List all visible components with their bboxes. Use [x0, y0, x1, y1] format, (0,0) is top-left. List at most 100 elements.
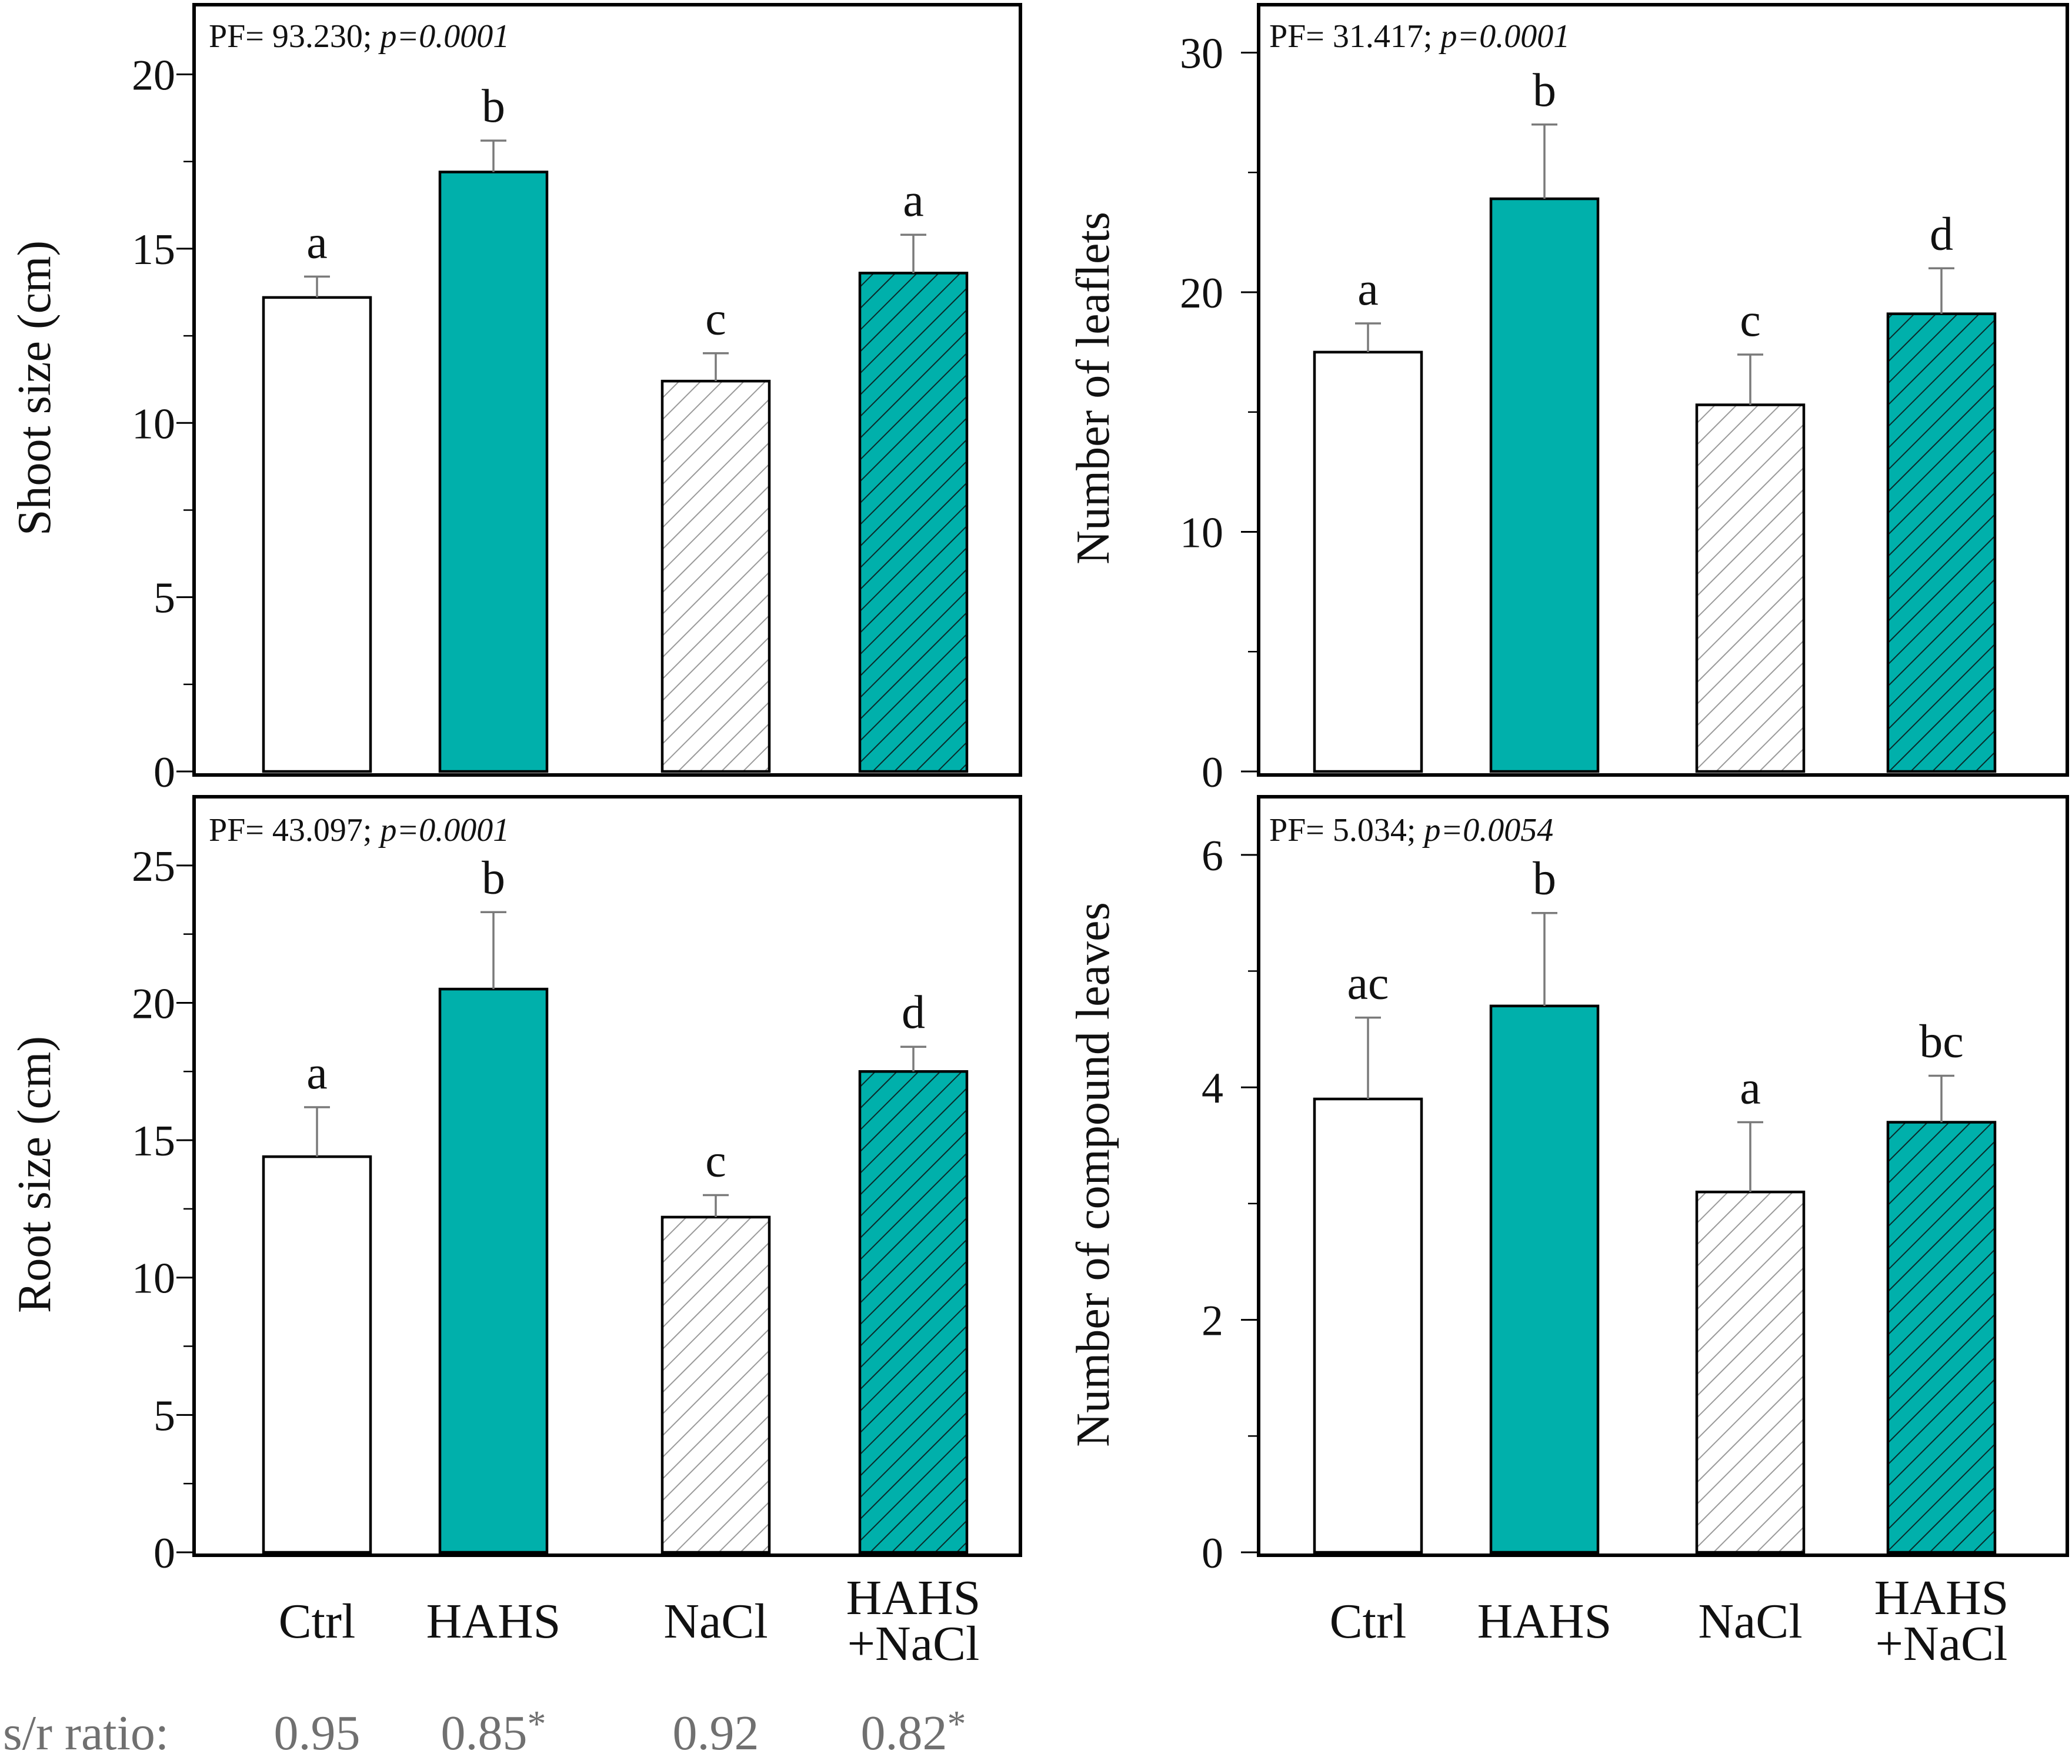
bar-ctrl [263, 1157, 371, 1552]
significance-letter: a [1357, 263, 1379, 315]
bar-hahs [440, 989, 547, 1552]
bar-hahs [1491, 199, 1598, 771]
bar-ctrl [1314, 1099, 1422, 1552]
shoot-root-ratio-row: s/r ratio: 0.95 0.85* 0.92 0.82* [3, 1703, 966, 1760]
y-axis-title: Root size (cm) [9, 1036, 61, 1313]
significance-letter: b [482, 81, 505, 132]
y-tick-label: 0 [154, 1529, 175, 1578]
stat-annotation: PF= 43.097; p=0.0001 [209, 812, 509, 848]
chart-panel-bottom-left: 0 5 10 15 20 25 Root size (cm) PF= 43.097; p=0.… [9, 795, 1022, 1578]
y-tick-label: 0 [1202, 1529, 1223, 1578]
plot-frame [192, 3, 1022, 777]
y-tick-label: 5 [154, 574, 175, 623]
bar-ctrl [1314, 352, 1422, 771]
ratio-significance-mark: * [528, 1703, 546, 1745]
bar-hahs-nacl [1888, 313, 1995, 771]
y-tick-label: 15 [132, 226, 175, 274]
stat-annotation: PF= 93.230; p=0.0001 [209, 18, 509, 55]
y-tick-label: 5 [154, 1392, 175, 1440]
bar-hahs-nacl [860, 1071, 967, 1552]
y-tick-label: 20 [132, 52, 175, 100]
bar-hahs [440, 172, 547, 771]
chart-panel-bottom-right: 0 2 4 6 Number of compound leaves PF= 5.034; … [1067, 795, 2069, 1578]
significance-letter: a [306, 216, 328, 268]
bar-hahs-nacl [860, 273, 967, 771]
stat-annotation: PF= 31.417; p=0.0001 [1269, 18, 1570, 55]
plot-frame [192, 795, 1022, 1557]
ratio-value: 0.82* [861, 1703, 966, 1760]
y-tick-label: 10 [132, 1255, 175, 1303]
significance-letter: b [482, 852, 505, 904]
y-tick-label: 2 [1202, 1297, 1223, 1345]
significance-letter: bc [1919, 1015, 1964, 1067]
x-category-label: Ctrl [279, 1594, 356, 1649]
significance-letter: c [705, 293, 726, 345]
stat-f-value: PF= 43.097; [209, 812, 380, 848]
x-category-label: HAHS [426, 1594, 561, 1649]
x-category-label: NaCl [1698, 1594, 1802, 1649]
y-axis-title: Shoot size (cm) [9, 240, 61, 536]
bar-nacl [662, 381, 769, 771]
bar-nacl [1697, 1192, 1804, 1552]
bar-nacl [662, 1217, 769, 1552]
significance-letter: b [1533, 65, 1556, 116]
x-category-label: +NaCl [1876, 1616, 2008, 1671]
significance-letter: a [306, 1047, 328, 1099]
y-tick-label: 25 [132, 843, 175, 891]
ratio-value: 0.85* [441, 1703, 546, 1760]
y-axis-title: Number of leaflets [1067, 212, 1119, 564]
significance-letter: b [1533, 853, 1556, 905]
stat-p-value: p=0.0001 [378, 812, 509, 848]
stat-p-value: p=0.0054 [1422, 812, 1553, 848]
significance-letter: a [1740, 1063, 1761, 1114]
y-tick-label: 0 [154, 749, 175, 797]
ratio-value: 0.92 [673, 1706, 759, 1760]
plot-frame [1257, 795, 2069, 1557]
y-tick-label: 30 [1180, 30, 1223, 78]
significance-letter: c [705, 1135, 726, 1187]
y-tick-label: 6 [1202, 832, 1223, 880]
stat-p-value: p=0.0001 [1438, 18, 1570, 55]
x-category-label: NaCl [663, 1594, 768, 1649]
ratio-number: 0.82 [861, 1706, 947, 1760]
plot-frame [1257, 3, 2069, 777]
significance-letter: d [1930, 208, 1953, 260]
ratio-significance-mark: * [947, 1703, 966, 1745]
x-category-label: Ctrl [1330, 1594, 1407, 1649]
y-tick-label: 0 [1202, 749, 1223, 797]
bar-hahs-nacl [1888, 1122, 1995, 1552]
ratio-number: 0.95 [274, 1706, 361, 1760]
bar-hahs [1491, 1005, 1598, 1552]
ratio-number: 0.85 [441, 1706, 528, 1760]
y-tick-label: 15 [132, 1117, 175, 1165]
significance-letter: ac [1347, 958, 1389, 1010]
chart-panel-top-left: 0 5 10 15 20 Shoot size (cm) PF= 93.230; p=0.0… [9, 3, 1022, 797]
y-tick-label: 10 [132, 400, 175, 448]
x-category-label: HAHS [1477, 1594, 1612, 1649]
significance-letter: d [902, 987, 925, 1038]
significance-letter: c [1740, 295, 1761, 346]
x-category-label: HAHS [1874, 1571, 2009, 1625]
bar-ctrl [263, 297, 371, 772]
ratio-number: 0.92 [673, 1706, 759, 1760]
stat-p-value: p=0.0001 [378, 18, 509, 55]
y-axis-title: Number of compound leaves [1067, 902, 1119, 1446]
significance-letter: a [903, 175, 924, 226]
y-tick-label: 20 [132, 980, 175, 1028]
stat-f-value: PF= 5.034; [1269, 812, 1424, 848]
ratio-value: 0.95 [274, 1706, 361, 1760]
bar-nacl [1697, 405, 1804, 771]
stat-f-value: PF= 93.230; [209, 18, 380, 55]
ratio-row-label: s/r ratio: [3, 1706, 169, 1760]
stat-annotation: PF= 5.034; p=0.0054 [1269, 812, 1553, 848]
y-tick-label: 20 [1180, 269, 1223, 318]
x-category-label: +NaCl [848, 1616, 980, 1671]
y-tick-label: 4 [1202, 1064, 1223, 1112]
chart-panel-top-right: 0 10 20 30 Number of leaflets PF= 31.417; p=0… [1067, 3, 2069, 797]
stat-f-value: PF= 31.417; [1269, 18, 1440, 55]
x-category-label: HAHS [846, 1571, 981, 1625]
x-axis-category-labels: Ctrl HAHS NaCl HAHS+NaCl Ctrl HAHS NaCl HAHS+Na… [279, 1571, 2009, 1671]
y-tick-label: 10 [1180, 509, 1223, 557]
